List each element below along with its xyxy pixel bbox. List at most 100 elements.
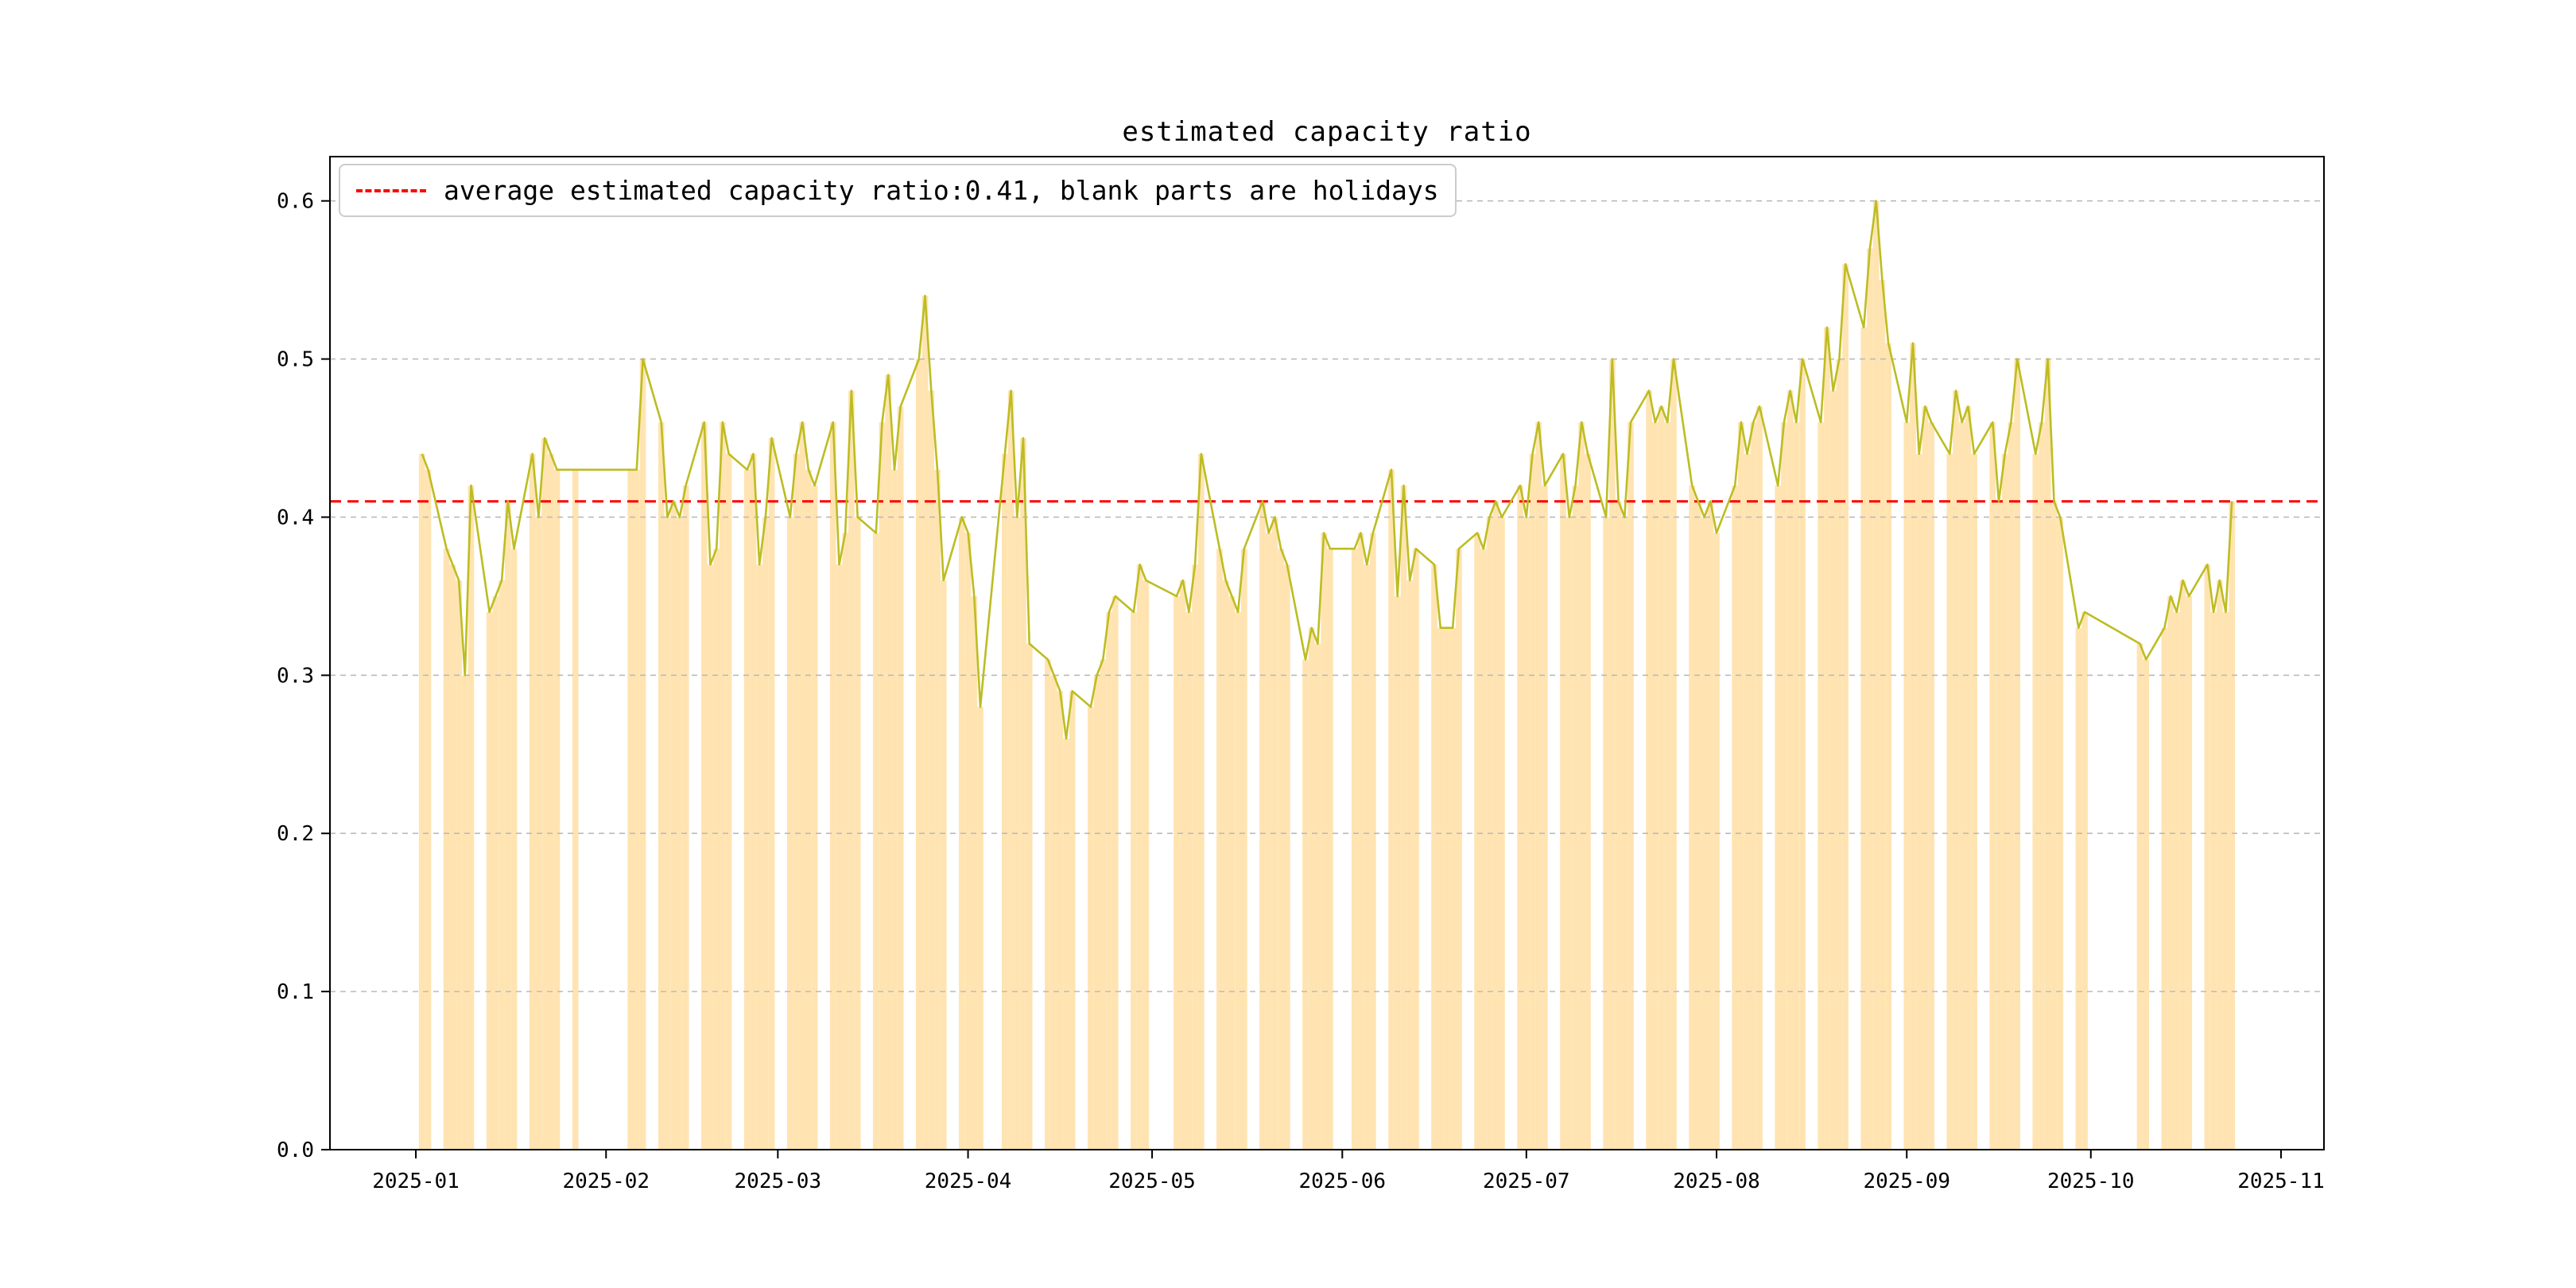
workday-bar <box>1928 422 1934 1150</box>
workday-bar <box>1529 453 1536 1150</box>
workday-bar <box>1756 406 1763 1150</box>
workday-bar <box>1400 485 1407 1150</box>
workday-bar <box>1953 390 1959 1150</box>
workday-bar <box>1651 422 1658 1150</box>
workday-bar <box>461 675 468 1150</box>
workday-bar <box>1996 501 2002 1150</box>
workday-bar <box>1474 533 1480 1150</box>
workday-bar <box>2081 611 2088 1150</box>
x-tick-label: 2025-02 <box>562 1170 650 1193</box>
workday-bar <box>1989 422 1996 1150</box>
workday-bar <box>1394 596 1401 1150</box>
workday-bar <box>1879 280 1886 1150</box>
x-tick-label: 2025-06 <box>1299 1170 1387 1193</box>
workday-bar <box>1480 549 1487 1150</box>
y-tick-label: 0.0 <box>277 1139 314 1162</box>
workday-bar <box>829 422 836 1150</box>
workday-bar <box>1278 549 1284 1150</box>
workday-bar <box>1413 549 1419 1150</box>
workday-bar <box>2161 627 2168 1150</box>
workday-bar <box>1872 200 1880 1150</box>
workday-bar <box>2222 611 2229 1150</box>
workday-bar <box>1523 517 1530 1150</box>
workday-bar <box>1965 406 1972 1150</box>
workday-bar <box>639 359 646 1150</box>
workday-bar <box>977 707 983 1150</box>
average-line-legend-icon <box>356 188 426 192</box>
workday-bar <box>1971 453 1977 1150</box>
workday-bar <box>1364 564 1371 1150</box>
workday-bar <box>1646 390 1652 1150</box>
workday-bar <box>1910 343 1916 1150</box>
workday-bar <box>2186 596 2193 1150</box>
workday-bar <box>1228 596 1236 1150</box>
x-tick-label: 2025-11 <box>2237 1170 2325 1193</box>
workday-bar <box>2050 501 2058 1150</box>
workday-bar <box>1958 422 1965 1150</box>
workday-bar <box>1192 564 1198 1150</box>
workday-bar <box>1492 501 1499 1150</box>
workday-bar <box>2039 422 2045 1150</box>
workday-bar <box>1787 390 1794 1150</box>
workday-bar <box>743 469 751 1150</box>
workday-bar <box>1867 248 1873 1150</box>
workday-bar <box>1572 485 1579 1150</box>
legend: average estimated capacity ratio:0.41, b… <box>339 164 1457 217</box>
workday-bar <box>1136 564 1143 1150</box>
y-tick-label: 0.1 <box>277 980 314 1004</box>
workday-bar <box>1179 580 1186 1150</box>
workday-bar <box>750 453 757 1150</box>
workday-bar <box>707 564 714 1150</box>
workday-bar <box>1449 627 1457 1150</box>
workday-bar <box>1578 422 1585 1150</box>
x-tick-label: 2025-07 <box>1483 1170 1570 1193</box>
workday-bar <box>633 469 640 1150</box>
x-tick-label: 2025-05 <box>1108 1170 1196 1193</box>
workday-bar <box>1327 549 1333 1150</box>
y-tick-label: 0.4 <box>277 506 314 530</box>
workday-bar <box>1111 596 1119 1150</box>
y-tick-label: 0.2 <box>277 822 314 846</box>
workday-bar <box>1057 691 1064 1150</box>
workday-bar <box>1750 422 1757 1150</box>
workday-bar <box>1283 564 1290 1150</box>
workday-bar <box>1922 406 1929 1150</box>
workday-bar <box>1235 611 1241 1150</box>
workday-bar <box>1585 453 1591 1150</box>
workday-bar <box>2044 359 2051 1150</box>
x-tick-label: 2025-09 <box>1863 1170 1950 1193</box>
workday-bar <box>1738 422 1744 1150</box>
workday-bar <box>418 453 425 1150</box>
x-tick-label: 2025-04 <box>925 1170 1012 1193</box>
workday-bar <box>799 422 806 1150</box>
workday-bar <box>658 422 665 1150</box>
workday-bar <box>700 422 708 1150</box>
workday-bar <box>1836 359 1843 1150</box>
workday-bar <box>1007 390 1014 1150</box>
workday-bar <box>713 549 720 1150</box>
workday-bar <box>2173 611 2180 1150</box>
workday-bar <box>1713 533 1720 1150</box>
workday-bar <box>1265 533 1272 1150</box>
x-tick-label: 2025-03 <box>735 1170 822 1193</box>
workday-bar <box>1903 422 1911 1150</box>
workday-bar <box>805 469 812 1150</box>
workday-bar <box>1308 627 1315 1150</box>
workday-bar <box>836 564 843 1150</box>
workday-bar <box>1542 485 1548 1150</box>
workday-bar <box>1456 549 1462 1150</box>
workday-bar <box>1314 643 1321 1150</box>
workday-bar <box>1351 549 1358 1150</box>
workday-bar <box>1443 627 1450 1150</box>
workday-bar <box>1093 675 1100 1150</box>
workday-bar <box>449 564 456 1150</box>
workday-bar <box>1216 549 1223 1150</box>
workday-bar <box>1370 533 1376 1150</box>
workday-bar <box>547 453 554 1150</box>
workday-bar <box>1026 643 1033 1150</box>
workday-bar <box>2143 659 2150 1150</box>
workday-bar <box>1829 390 1837 1150</box>
workday-bar <box>1565 517 1573 1150</box>
workday-bar <box>1197 453 1205 1150</box>
workday-bar <box>1885 343 1891 1150</box>
